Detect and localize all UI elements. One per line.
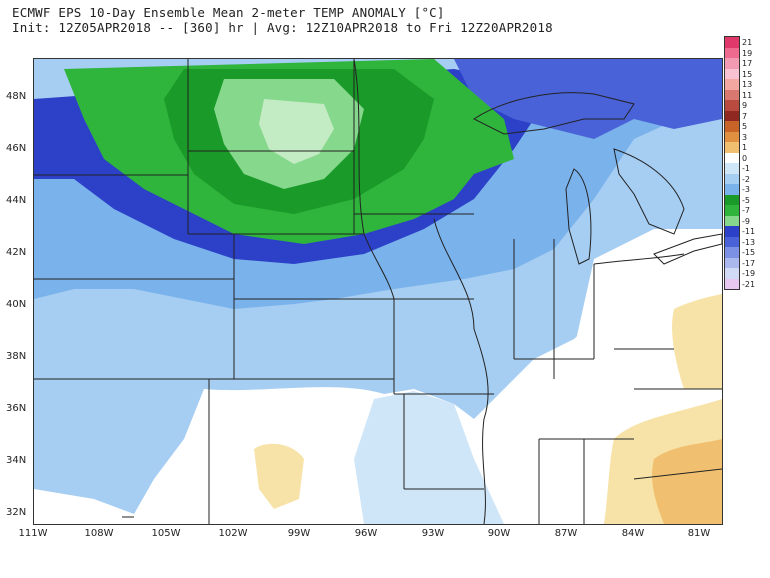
- map-title-line-2: Init: 12Z05APR2018 -- [360] hr | Avg: 12…: [12, 20, 553, 35]
- colorbar-label: 17: [742, 59, 753, 68]
- colorbar-cell: [725, 215, 739, 226]
- colorbar-label: 21: [742, 38, 753, 47]
- colorbar-cell: [725, 236, 739, 247]
- colorbar-cell: [725, 100, 739, 111]
- colorbar-cell: [725, 37, 739, 48]
- colorbar-cell: [725, 131, 739, 142]
- colorbar-label: -19: [742, 269, 756, 278]
- lat-label-34n: 34N: [6, 455, 27, 466]
- colorbar-label: 9: [742, 101, 748, 110]
- colorbar-cell: [725, 278, 739, 289]
- colorbar-cell: [725, 47, 739, 58]
- colorbar-label: -2: [742, 174, 750, 184]
- lon-label-84w: 84W: [621, 528, 645, 539]
- lon-label-99w: 99W: [287, 528, 311, 539]
- colorbar-cell: [725, 205, 739, 216]
- colorbar-label: -1: [742, 164, 750, 173]
- colorbar-label: -15: [742, 248, 756, 257]
- colorbar-cell: [725, 110, 739, 121]
- colorbar-label: -7: [742, 206, 750, 215]
- lon-label-102w: 102W: [218, 528, 248, 539]
- lon-label-90w: 90W: [487, 528, 511, 539]
- colorbar-label: -21: [742, 279, 756, 289]
- lat-label-38n: 38N: [6, 351, 27, 362]
- colorbar-label: -9: [742, 216, 750, 226]
- warm-anomaly-appalachia: [672, 294, 722, 389]
- state-borders: [34, 59, 722, 524]
- colorbar-cell: [725, 247, 739, 258]
- colorbar-label: 15: [742, 69, 753, 79]
- lat-label-46n: 46N: [6, 143, 27, 154]
- lon-label-111w: 111W: [18, 528, 48, 539]
- lon-label-93w: 93W: [421, 528, 445, 539]
- colorbar-cell: [725, 58, 739, 69]
- lon-label-108w: 108W: [84, 528, 114, 539]
- lake-superior: [473, 92, 635, 135]
- colorbar-cell: [725, 152, 739, 163]
- colorbar-cell: [725, 173, 739, 184]
- warm-anomaly-southeast-core: [652, 439, 722, 524]
- colorbar-cell: [725, 121, 739, 132]
- anomaly-field-white-east: [574, 229, 722, 379]
- colorbar-label: 0: [742, 153, 748, 163]
- lat-label-40n: 40N: [6, 299, 27, 310]
- colorbar-label: 5: [742, 122, 748, 131]
- map-title-line-1: ECMWF EPS 10-Day Ensemble Mean 2-meter T…: [12, 5, 445, 20]
- colorbar-cell: [725, 89, 739, 100]
- colorbar-label: 1: [742, 143, 748, 152]
- anomaly-field-white-south: [34, 259, 722, 524]
- colorbar-cell: [725, 68, 739, 79]
- lake-huron: [613, 148, 685, 235]
- lon-label-81w: 81W: [687, 528, 711, 539]
- colorbar-label: 13: [742, 80, 753, 89]
- lake-michigan: [565, 168, 592, 265]
- lon-label-105w: 105W: [151, 528, 181, 539]
- colorbar-label: 11: [742, 90, 753, 100]
- colorbar-label: -13: [742, 237, 756, 247]
- lon-label-96w: 96W: [354, 528, 378, 539]
- colorbar-cell: [725, 184, 739, 195]
- colorbar-label: -3: [742, 185, 750, 194]
- colorbar-cell: [725, 194, 739, 205]
- anomaly-field-light-blue-tongue: [354, 391, 504, 524]
- lat-label-44n: 44N: [6, 195, 27, 206]
- lake-erie: [653, 233, 722, 265]
- lon-label-87w: 87W: [554, 528, 578, 539]
- colorbar-cell: [725, 268, 739, 279]
- colorbar-label: 3: [742, 132, 748, 142]
- colorbar-label: -17: [742, 258, 756, 268]
- colorbar-cell: [725, 226, 739, 237]
- lat-label-48n: 48N: [6, 91, 27, 102]
- colorbar-cell: [725, 79, 739, 90]
- colorbar-label: -11: [742, 227, 756, 236]
- colorbar: [724, 36, 740, 290]
- colorbar-cell: [725, 163, 739, 174]
- colorbar-label: 7: [742, 111, 748, 121]
- cold-anomaly-green-core: [259, 99, 334, 164]
- lat-label-42n: 42N: [6, 247, 27, 258]
- colorbar-label: -5: [742, 195, 750, 205]
- lat-label-32n: 32N: [6, 507, 27, 518]
- lat-label-36n: 36N: [6, 403, 27, 414]
- anomaly-field-great-lakes-blue: [454, 59, 722, 139]
- temperature-anomaly-map: [33, 58, 723, 525]
- colorbar-cell: [725, 142, 739, 153]
- warm-anomaly-texas: [254, 443, 304, 509]
- colorbar-cell: [725, 257, 739, 268]
- colorbar-label: 19: [742, 48, 753, 58]
